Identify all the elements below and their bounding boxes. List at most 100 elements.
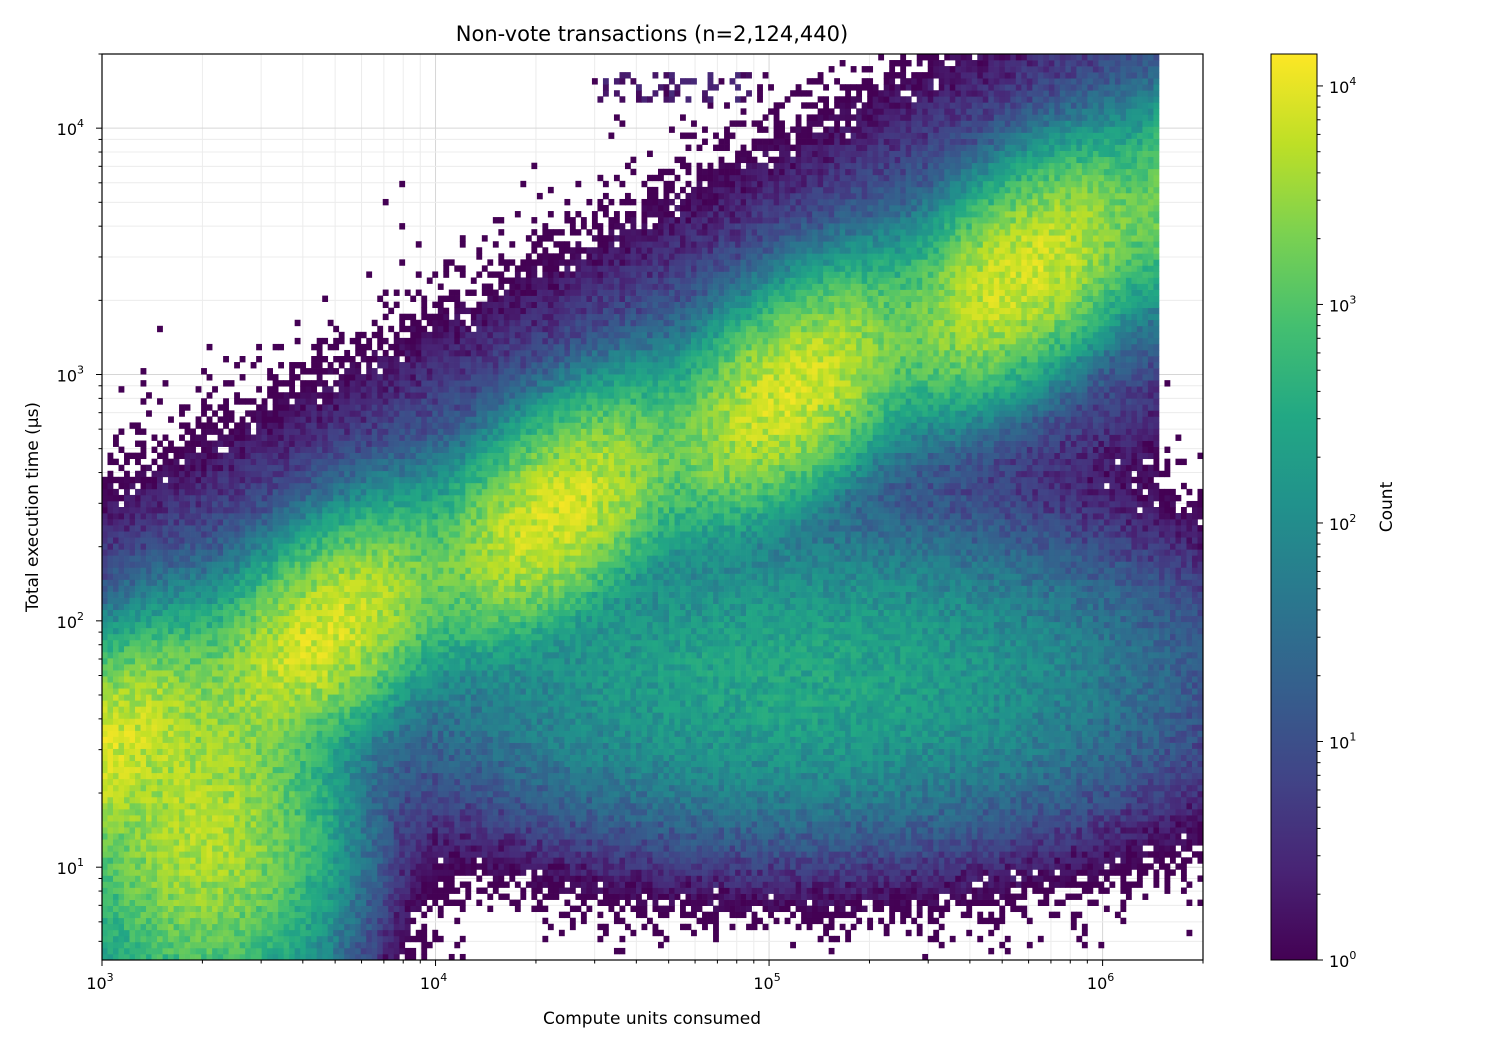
heatmap-cell bbox=[168, 778, 174, 786]
heatmap-cell bbox=[388, 688, 395, 695]
heatmap-cell bbox=[179, 615, 185, 623]
heatmap-cell bbox=[355, 537, 362, 544]
heatmap-cell bbox=[157, 525, 163, 532]
heatmap-cell bbox=[366, 658, 373, 665]
heatmap-cell bbox=[107, 591, 114, 598]
heatmap-cell bbox=[388, 380, 395, 387]
heatmap-cell bbox=[168, 458, 174, 466]
heatmap-cell bbox=[173, 525, 180, 532]
heatmap-cell bbox=[388, 815, 395, 822]
heatmap-cell bbox=[371, 597, 378, 604]
heatmap-cell bbox=[201, 796, 207, 804]
heatmap-cell bbox=[173, 917, 180, 925]
heatmap-cell bbox=[322, 368, 329, 375]
heatmap-cell bbox=[305, 452, 312, 460]
heatmap-cell bbox=[366, 676, 373, 683]
heatmap-cell bbox=[234, 621, 240, 629]
heatmap-cell bbox=[206, 700, 213, 707]
heatmap-cell bbox=[366, 476, 373, 484]
heatmap-cell bbox=[190, 585, 196, 592]
heatmap-cell bbox=[338, 543, 345, 550]
heatmap-cell bbox=[179, 778, 185, 786]
heatmap-cell bbox=[146, 500, 152, 508]
heatmap-cell bbox=[223, 766, 229, 774]
heatmap-cell bbox=[366, 458, 373, 466]
heatmap-cell bbox=[316, 500, 323, 508]
heatmap-cell bbox=[360, 953, 367, 960]
heatmap-cell bbox=[217, 833, 224, 840]
heatmap-cell bbox=[278, 639, 285, 647]
heatmap-cell bbox=[294, 827, 301, 834]
heatmap-cell bbox=[157, 784, 163, 792]
heatmap-cell bbox=[212, 549, 218, 556]
heatmap-cell bbox=[228, 651, 235, 659]
heatmap-cell bbox=[245, 573, 251, 580]
heatmap-cell bbox=[140, 845, 147, 852]
heatmap-cell bbox=[184, 585, 191, 592]
heatmap-cell bbox=[377, 476, 384, 484]
heatmap-cell bbox=[355, 573, 362, 580]
heatmap-cell bbox=[217, 905, 224, 913]
heatmap-cell bbox=[140, 947, 147, 955]
heatmap-cell bbox=[333, 537, 340, 544]
heatmap-cell bbox=[239, 573, 246, 580]
heatmap-cell bbox=[140, 809, 147, 816]
heatmap-cell bbox=[278, 941, 285, 949]
heatmap-cell bbox=[305, 543, 312, 550]
heatmap-cell bbox=[388, 676, 395, 683]
heatmap-cell bbox=[371, 845, 378, 852]
heatmap-cell bbox=[146, 676, 152, 683]
heatmap-cell bbox=[250, 651, 257, 659]
heatmap-cell bbox=[283, 597, 290, 604]
heatmap-cell bbox=[157, 718, 163, 725]
heatmap-cell bbox=[360, 349, 367, 357]
heatmap-cell bbox=[239, 851, 246, 858]
heatmap-cell bbox=[355, 712, 362, 719]
heatmap-cell bbox=[371, 839, 378, 846]
heatmap-cell bbox=[305, 845, 312, 852]
heatmap-cell bbox=[140, 929, 147, 937]
heatmap-cell bbox=[146, 718, 152, 725]
heatmap-cell bbox=[135, 676, 141, 683]
heatmap-cell bbox=[201, 935, 207, 943]
heatmap-cell bbox=[316, 935, 323, 943]
heatmap-cell bbox=[344, 645, 351, 653]
heatmap-cell bbox=[360, 488, 367, 496]
heatmap-cell bbox=[311, 476, 318, 484]
heatmap-cell bbox=[311, 748, 318, 755]
heatmap-cell bbox=[223, 887, 229, 894]
heatmap-cell bbox=[129, 857, 136, 864]
heatmap-cell bbox=[272, 784, 279, 792]
heatmap-cell bbox=[129, 422, 136, 429]
heatmap-cell bbox=[333, 325, 340, 333]
heatmap-cell bbox=[173, 784, 180, 792]
heatmap-cell bbox=[382, 337, 389, 345]
heatmap-cell bbox=[388, 772, 395, 780]
heatmap-cell bbox=[294, 470, 301, 478]
heatmap-cell bbox=[344, 440, 351, 447]
heatmap-cell bbox=[382, 621, 389, 629]
heatmap-cell bbox=[195, 670, 202, 677]
heatmap-cell bbox=[355, 633, 362, 641]
heatmap-cell bbox=[283, 404, 290, 411]
heatmap-cell bbox=[179, 845, 185, 852]
heatmap-cell bbox=[146, 899, 152, 906]
heatmap-cell bbox=[283, 682, 290, 689]
heatmap-cell bbox=[228, 549, 235, 556]
heatmap-cell bbox=[223, 863, 229, 870]
heatmap-cell bbox=[344, 947, 351, 955]
heatmap-cell bbox=[344, 748, 351, 755]
heatmap-cell bbox=[300, 597, 307, 604]
heatmap-cell bbox=[261, 790, 268, 798]
heatmap-cell bbox=[124, 778, 130, 786]
heatmap-cell bbox=[190, 851, 196, 858]
heatmap-cell bbox=[360, 917, 367, 925]
heatmap-cell bbox=[344, 917, 351, 925]
heatmap-cell bbox=[338, 929, 345, 937]
heatmap-cell bbox=[124, 651, 130, 659]
heatmap-cell bbox=[355, 398, 362, 405]
heatmap-cell bbox=[217, 953, 224, 960]
heatmap-cell bbox=[382, 525, 389, 532]
heatmap-cell bbox=[388, 748, 395, 755]
heatmap-cell bbox=[140, 651, 147, 659]
